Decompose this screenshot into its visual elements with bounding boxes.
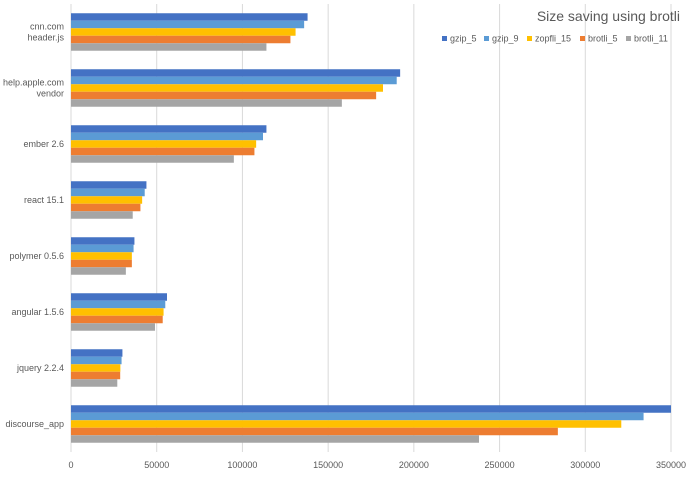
bar-zopfli_15	[71, 28, 296, 36]
category-labels: cnn.com header.js help.apple.com vendor embe…	[3, 22, 65, 430]
legend-label-zopfli_15: zopfli_15	[535, 34, 571, 44]
bar-brotli_5	[71, 91, 377, 100]
x-tick-label: 200000	[399, 460, 429, 470]
bar-gzip_9	[71, 412, 644, 421]
bar-brotli_11	[71, 211, 133, 219]
bar-gzip_9	[71, 188, 145, 197]
category-label: ember 2.6	[23, 139, 64, 149]
bar-brotli_5	[71, 203, 141, 212]
category-label: cnn.com header.js	[27, 22, 64, 43]
category-label: discourse_app	[5, 419, 64, 429]
legend-swatch-brotli_5	[580, 36, 585, 41]
legend: gzip_5 gzip_9 zopfli_15 brotli_5 brotli_11	[442, 34, 668, 44]
bar-brotli_11	[71, 267, 126, 275]
bar-brotli_11	[71, 99, 342, 107]
bar-zopfli_15	[71, 140, 257, 148]
category-label: angular 1.5.6	[11, 307, 64, 317]
x-axis-ticks: 0 50000 100000 150000 200000 250000 300000 3500…	[68, 460, 686, 470]
bar-brotli_5	[71, 315, 163, 324]
bar-zopfli_15	[71, 84, 383, 92]
bar-brotli_5	[71, 427, 558, 436]
x-tick-label: 50000	[144, 460, 169, 470]
bar-gzip_5	[71, 181, 147, 189]
bar-brotli_11	[71, 323, 155, 331]
category-label: help.apple.com vendor	[3, 78, 64, 99]
bar-brotli_11	[71, 155, 234, 163]
bar-zopfli_15	[71, 308, 164, 316]
bar-gzip_5	[71, 405, 671, 413]
legend-label-brotli_5: brotli_5	[588, 34, 618, 44]
bar-gzip_9	[71, 356, 122, 365]
bar-gzip_5	[71, 293, 167, 301]
category-label: jquery 2.2.4	[16, 363, 64, 373]
legend-label-gzip_5: gzip_5	[450, 34, 477, 44]
bar-gzip_9	[71, 244, 134, 253]
bar-zopfli_15	[71, 420, 622, 428]
bar-gzip_9	[71, 76, 397, 85]
bar-brotli_11	[71, 379, 118, 387]
bar-gzip_5	[71, 349, 123, 357]
chart-title: Size saving using brotli	[537, 8, 680, 24]
category-label: polymer 0.5.6	[9, 251, 64, 261]
legend-swatch-brotli_11	[626, 36, 631, 41]
bar-brotli_5	[71, 371, 121, 380]
legend-label-brotli_11: brotli_11	[634, 34, 668, 44]
bar-brotli_5	[71, 259, 132, 268]
bar-zopfli_15	[71, 196, 143, 204]
x-tick-label: 300000	[570, 460, 600, 470]
x-tick-label: 250000	[485, 460, 515, 470]
bar-brotli_11	[71, 435, 479, 443]
legend-swatch-zopfli_15	[527, 36, 532, 41]
bars	[71, 13, 671, 443]
bar-gzip_9	[71, 132, 263, 141]
bar-zopfli_15	[71, 252, 132, 260]
bar-gzip_9	[71, 300, 166, 309]
bar-gzip_5	[71, 125, 267, 133]
bar-brotli_5	[71, 35, 291, 44]
legend-label-gzip_9: gzip_9	[492, 34, 519, 44]
bar-gzip_5	[71, 237, 135, 245]
bar-zopfli_15	[71, 364, 121, 372]
bar-brotli_11	[71, 43, 267, 51]
bar-gzip_9	[71, 20, 305, 29]
x-tick-label: 100000	[227, 460, 257, 470]
bar-gzip_5	[71, 69, 401, 77]
x-tick-label: 350000	[656, 460, 686, 470]
bar-brotli_5	[71, 147, 255, 156]
category-label: react 15.1	[24, 195, 64, 205]
x-tick-label: 0	[68, 460, 73, 470]
legend-swatch-gzip_9	[484, 36, 489, 41]
legend-swatch-gzip_5	[442, 36, 447, 41]
x-tick-label: 150000	[313, 460, 343, 470]
bar-gzip_5	[71, 13, 308, 21]
